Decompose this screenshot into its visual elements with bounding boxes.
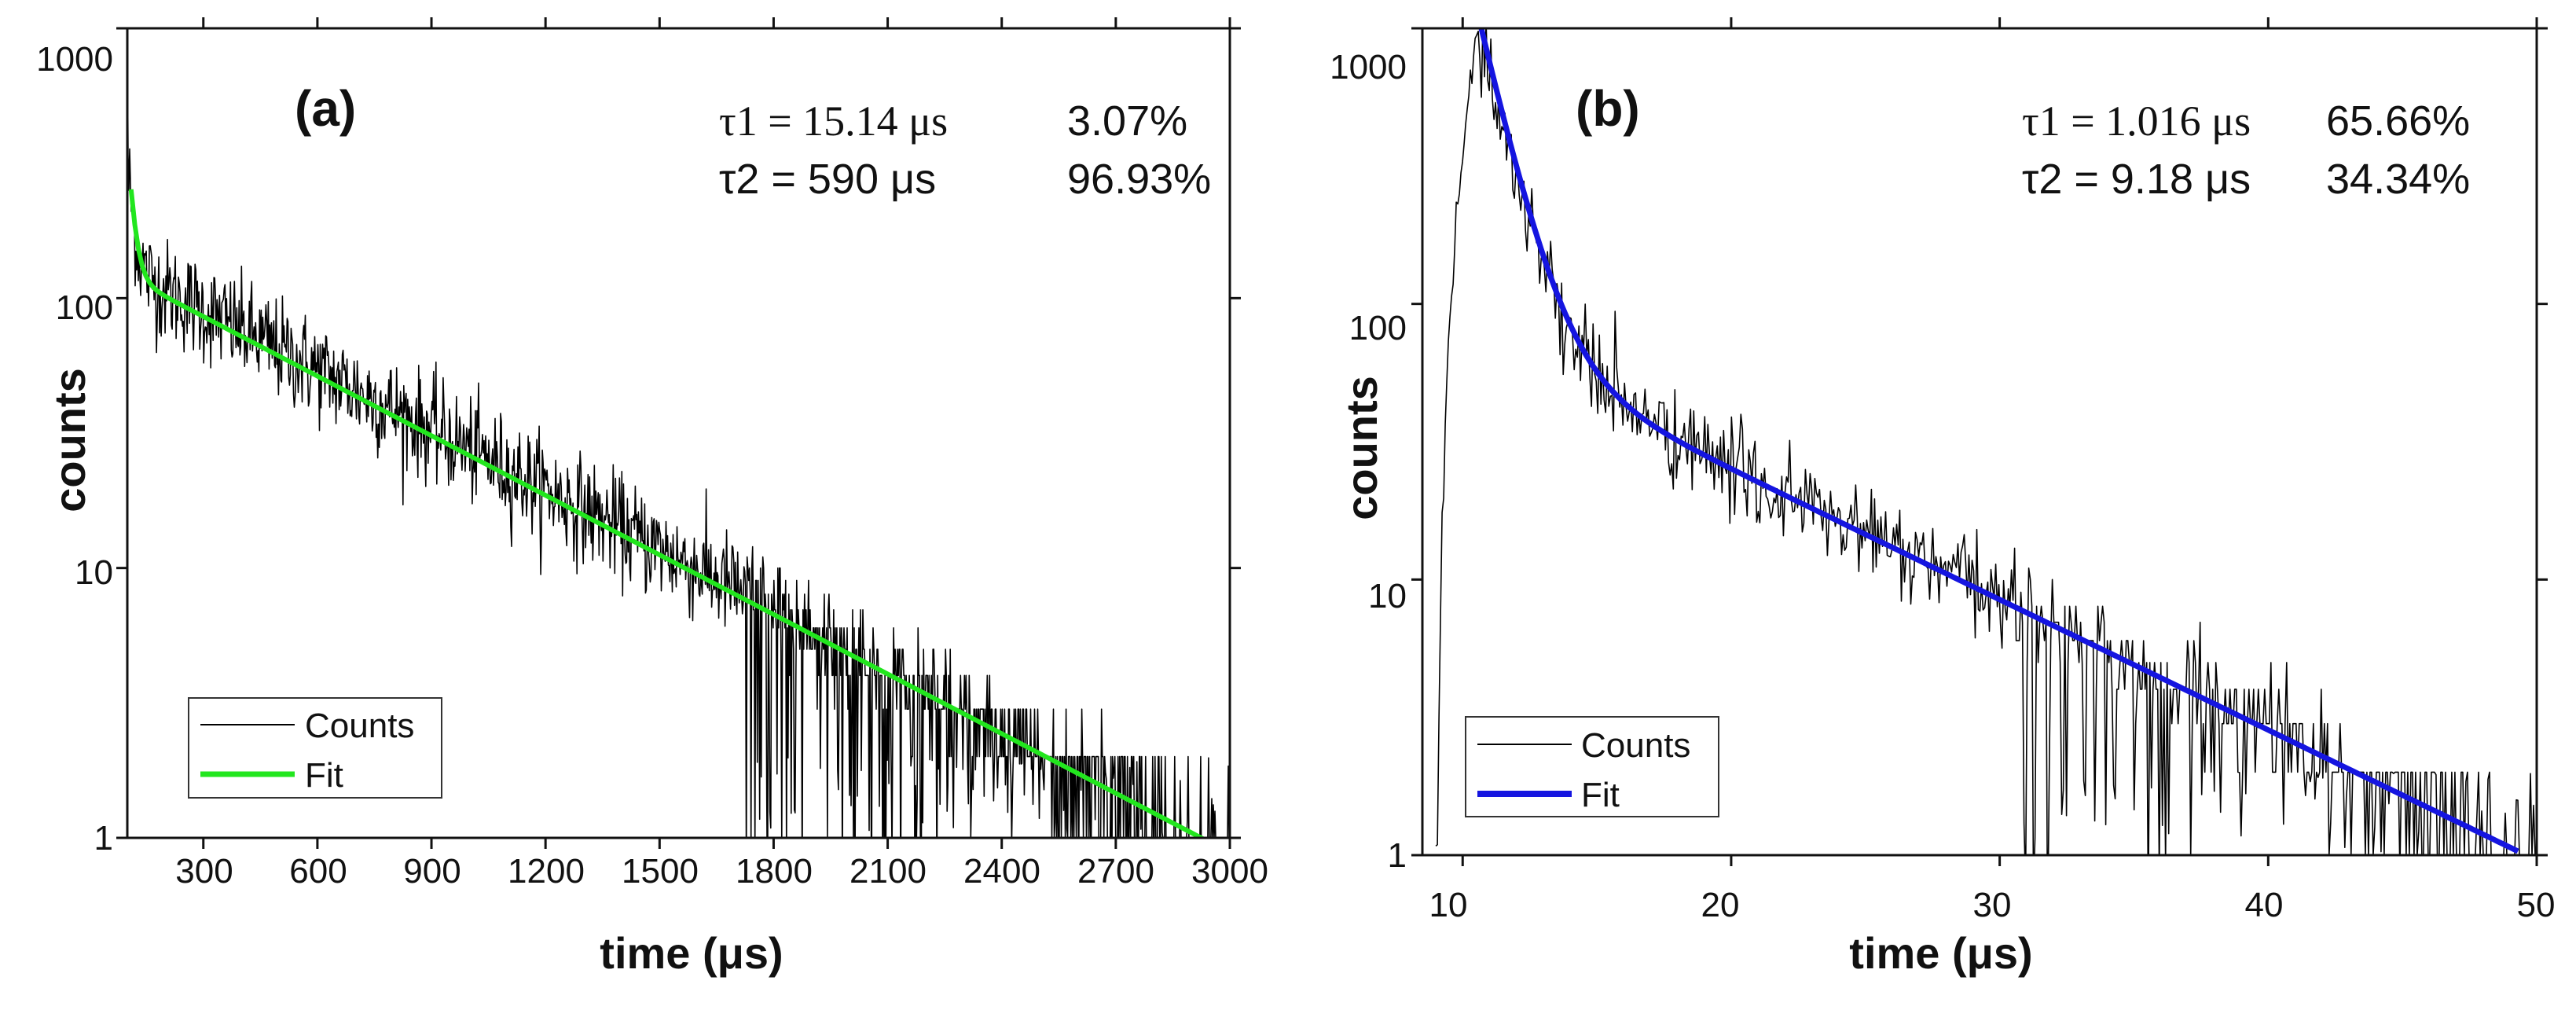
b-legend: Counts Fit bbox=[1465, 716, 1719, 817]
a-xtick-label: 3000 bbox=[1191, 852, 1268, 891]
a-legend-box bbox=[188, 697, 442, 799]
b-xtick-label: 50 bbox=[2517, 886, 2556, 924]
a-fit-series bbox=[128, 189, 1207, 838]
a-xtick-label: 2100 bbox=[849, 852, 927, 891]
a-xtick-label: 2400 bbox=[963, 852, 1040, 891]
b-tau2-percent: 34.34% bbox=[2326, 156, 2470, 203]
a-legend: Counts Fit bbox=[188, 697, 442, 799]
a-tau2-text: τ2 = 590 μs bbox=[719, 156, 936, 203]
a-plot-frame bbox=[126, 27, 1231, 839]
a-legend-counts-label: Counts bbox=[305, 707, 414, 745]
b-xtick-label: 20 bbox=[1701, 886, 1740, 924]
a-xtick-label: 300 bbox=[175, 852, 233, 891]
chart-b: 10 20 30 40 50 1 10 100 1000 time (μs) c… bbox=[1330, 17, 2555, 978]
b-y-axis-label: counts bbox=[1337, 376, 1386, 520]
a-ytick-label: 1000 bbox=[36, 40, 113, 79]
b-legend-fit-label: Fit bbox=[1581, 776, 1620, 814]
a-panel-label: (a) bbox=[295, 80, 356, 137]
b-xtick-label: 40 bbox=[2245, 886, 2284, 924]
b-tau1-text: τ1 = 1.016 μs bbox=[2022, 97, 2251, 145]
a-xtick-label: 1500 bbox=[622, 852, 699, 891]
a-y-axis-label: counts bbox=[45, 368, 94, 512]
b-panel-label: (b) bbox=[1576, 80, 1640, 137]
a-tau1-percent: 3.07% bbox=[1067, 97, 1187, 145]
chart-a: 300 600 900 1200 1500 1800 2100 2400 270… bbox=[36, 17, 1268, 978]
a-xtick-label: 900 bbox=[403, 852, 461, 891]
a-xtick-label: 600 bbox=[289, 852, 347, 891]
a-tau2-percent: 96.93% bbox=[1067, 156, 1211, 203]
b-ytick-label: 1 bbox=[1388, 836, 1407, 875]
b-ytick-label: 100 bbox=[1349, 309, 1407, 347]
a-axis-ticks bbox=[116, 17, 1241, 849]
b-xtick-label: 30 bbox=[1973, 886, 2012, 924]
b-tau2-text: τ2 = 9.18 μs bbox=[2022, 156, 2251, 203]
b-fit-series bbox=[1478, 28, 2519, 854]
b-legend-counts-label: Counts bbox=[1581, 726, 1690, 765]
a-ytick-label: 1 bbox=[94, 819, 113, 858]
a-x-axis-label: time (μs) bbox=[600, 928, 783, 978]
a-xtick-label: 1200 bbox=[508, 852, 585, 891]
a-tau1-text: τ1 = 15.14 μs bbox=[719, 97, 948, 145]
a-legend-fit-label: Fit bbox=[305, 756, 343, 795]
b-legend-box bbox=[1465, 716, 1719, 817]
b-xtick-label: 10 bbox=[1429, 886, 1468, 924]
a-xtick-label: 2700 bbox=[1077, 852, 1154, 891]
b-plot-frame bbox=[1421, 27, 2538, 857]
b-tau1-percent: 65.66% bbox=[2326, 97, 2470, 145]
a-ytick-label: 100 bbox=[56, 288, 113, 327]
a-xtick-label: 1800 bbox=[736, 852, 813, 891]
a-ytick-label: 10 bbox=[75, 553, 113, 592]
b-axis-ticks bbox=[1411, 17, 2548, 866]
b-x-axis-label: time (μs) bbox=[1849, 928, 2032, 978]
b-ytick-label: 1000 bbox=[1330, 48, 1407, 86]
b-ytick-label: 10 bbox=[1368, 577, 1407, 615]
